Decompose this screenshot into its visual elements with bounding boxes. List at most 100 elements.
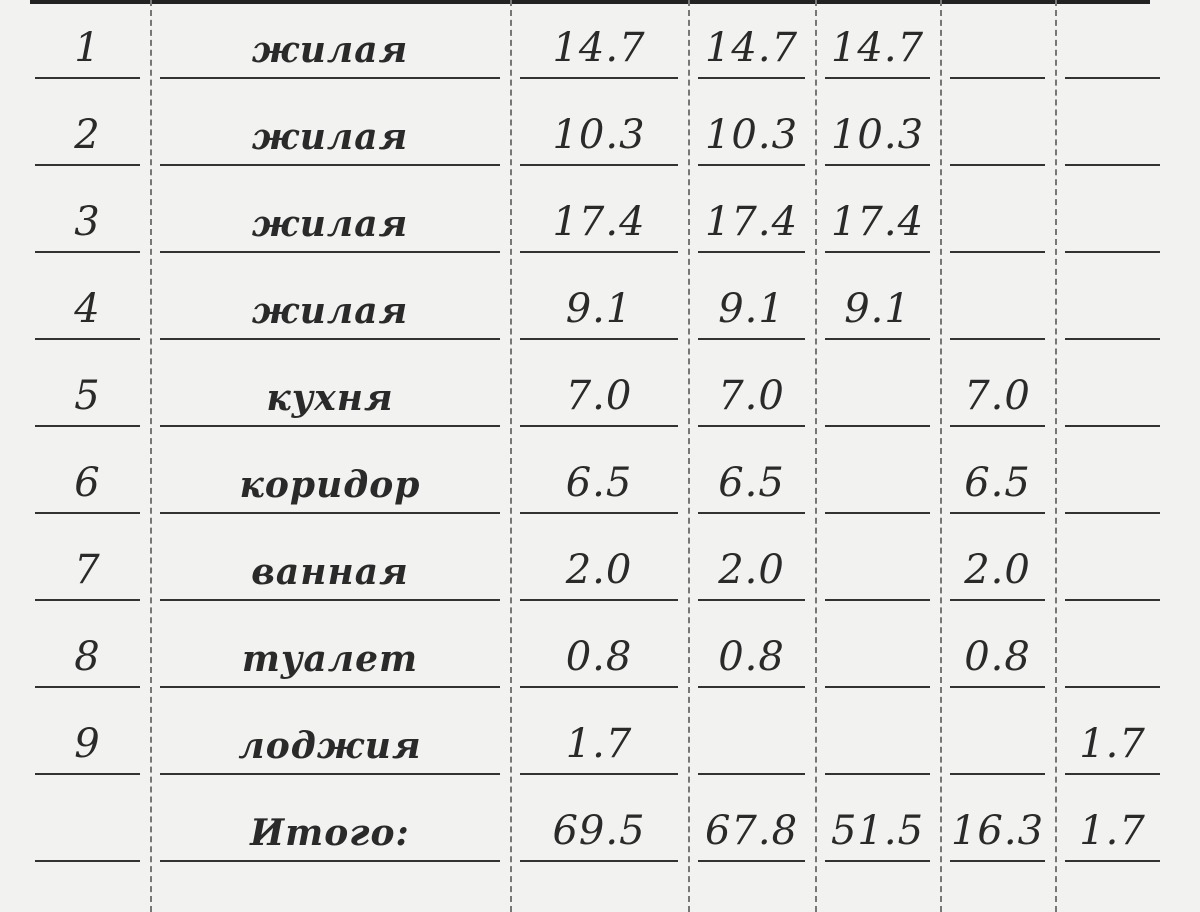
column-divider xyxy=(688,0,690,912)
underline xyxy=(698,251,805,253)
area-value: 14.7 xyxy=(704,25,799,71)
room-name: туалет xyxy=(241,638,419,680)
room-name: кухня xyxy=(266,377,394,419)
top-border xyxy=(30,0,1150,4)
column-divider xyxy=(510,0,512,912)
underline xyxy=(160,686,500,688)
row-number-cell: 5 xyxy=(25,348,150,435)
table-row: 7 ванная 2.0 2.0 2.0 xyxy=(0,522,1200,609)
area-cell: 9.1 xyxy=(510,261,688,348)
area-cell xyxy=(1055,522,1170,609)
underline xyxy=(35,251,140,253)
table-row: 2 жилая 10.3 10.3 10.3 xyxy=(0,87,1200,174)
underline xyxy=(520,164,678,166)
row-number: 2 xyxy=(74,112,101,158)
underline xyxy=(950,512,1045,514)
table-row: 5 кухня 7.0 7.0 7.0 xyxy=(0,348,1200,435)
area-value: 7.0 xyxy=(565,373,633,419)
area-value: 9.1 xyxy=(718,286,785,332)
row-number: 8 xyxy=(74,634,101,680)
row-number: 6 xyxy=(74,460,101,506)
room-name-cell: жилая xyxy=(150,87,510,174)
area-cell: 0.8 xyxy=(940,609,1055,696)
area-cell: 14.7 xyxy=(688,0,815,87)
underline xyxy=(1065,164,1160,166)
underline xyxy=(520,338,678,340)
underline xyxy=(698,860,805,862)
underline xyxy=(520,512,678,514)
area-cell xyxy=(815,609,940,696)
underline xyxy=(35,773,140,775)
area-cell: 16.3 xyxy=(940,783,1055,870)
area-value: 16.3 xyxy=(950,808,1045,854)
area-value: 10.3 xyxy=(830,112,925,158)
room-name: жилая xyxy=(251,29,409,71)
room-name-cell: туалет xyxy=(150,609,510,696)
underline xyxy=(825,338,930,340)
area-cell: 7.0 xyxy=(688,348,815,435)
area-value: 0.8 xyxy=(565,634,633,680)
area-cell: 0.8 xyxy=(510,609,688,696)
column-divider xyxy=(940,0,942,912)
underline xyxy=(520,773,678,775)
row-number: 3 xyxy=(74,199,101,245)
table-row: 3 жилая 17.4 17.4 17.4 xyxy=(0,174,1200,261)
table-row: 9 лоджия 1.7 1.7 xyxy=(0,696,1200,783)
room-name: жилая xyxy=(251,116,409,158)
area-cell: 10.3 xyxy=(688,87,815,174)
underline xyxy=(825,773,930,775)
underline xyxy=(160,425,500,427)
area-cell xyxy=(1055,261,1170,348)
area-cell xyxy=(940,261,1055,348)
area-cell: 67.8 xyxy=(688,783,815,870)
row-number: 9 xyxy=(74,721,101,767)
underline xyxy=(520,599,678,601)
area-value: 69.5 xyxy=(552,808,646,854)
room-name: ванная xyxy=(251,551,409,593)
area-value: 0.8 xyxy=(964,634,1031,680)
area-cell: 1.7 xyxy=(510,696,688,783)
underline xyxy=(1065,512,1160,514)
underline xyxy=(160,599,500,601)
underline xyxy=(1065,599,1160,601)
row-number-cell: 4 xyxy=(25,261,150,348)
row-number-cell: 8 xyxy=(25,609,150,696)
area-cell: 10.3 xyxy=(510,87,688,174)
area-value: 14.7 xyxy=(830,25,925,71)
underline xyxy=(825,164,930,166)
area-cell: 6.5 xyxy=(688,435,815,522)
table-row: 6 коридор 6.5 6.5 6.5 xyxy=(0,435,1200,522)
table-row: Итого: 69.5 67.8 51.5 16.3 1.7 xyxy=(0,783,1200,870)
area-cell xyxy=(940,87,1055,174)
area-value: 9.1 xyxy=(844,286,911,332)
area-cell: 0.8 xyxy=(688,609,815,696)
underline xyxy=(698,686,805,688)
underline xyxy=(950,860,1045,862)
underline xyxy=(950,599,1045,601)
area-cell xyxy=(815,435,940,522)
area-value: 2.0 xyxy=(565,547,633,593)
underline xyxy=(35,512,140,514)
room-name-cell: кухня xyxy=(150,348,510,435)
row-number: 1 xyxy=(74,25,101,71)
area-cell: 9.1 xyxy=(815,261,940,348)
underline xyxy=(1065,251,1160,253)
row-number-cell xyxy=(25,783,150,870)
row-number-cell: 7 xyxy=(25,522,150,609)
room-name-cell: жилая xyxy=(150,0,510,87)
underline xyxy=(1065,860,1160,862)
area-value: 7.0 xyxy=(964,373,1031,419)
area-cell: 2.0 xyxy=(688,522,815,609)
underline xyxy=(35,77,140,79)
area-value: 10.3 xyxy=(552,112,646,158)
underline xyxy=(698,425,805,427)
area-cell xyxy=(940,696,1055,783)
area-cell xyxy=(815,348,940,435)
underline xyxy=(950,425,1045,427)
underline xyxy=(950,164,1045,166)
underline xyxy=(698,164,805,166)
area-cell: 10.3 xyxy=(815,87,940,174)
underline xyxy=(825,251,930,253)
underline xyxy=(825,425,930,427)
underline xyxy=(520,860,678,862)
